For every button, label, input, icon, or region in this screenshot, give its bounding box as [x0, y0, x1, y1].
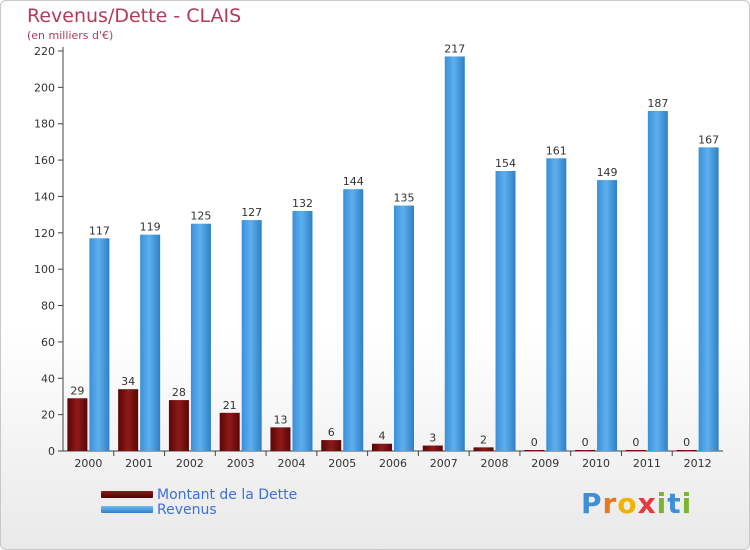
- revenus-bar-value-label: 154: [495, 157, 516, 170]
- debt-bar-value-label: 34: [121, 375, 135, 388]
- revenus-bar: [140, 234, 161, 451]
- revenus-bar-value-label: 167: [698, 133, 719, 146]
- legend-swatch-revenus: [101, 506, 153, 513]
- x-tick-label: 2004: [277, 457, 305, 470]
- debt-bar-value-label: 28: [172, 386, 186, 399]
- x-tick-label: 2011: [633, 457, 661, 470]
- x-tick-label: 2009: [531, 457, 559, 470]
- revenus-bar: [190, 223, 211, 451]
- bars: [67, 56, 719, 452]
- debt-bar: [625, 450, 646, 451]
- debt-bar: [372, 443, 392, 451]
- x-tick-label: 2003: [227, 457, 255, 470]
- debt-bar-value-label: 29: [70, 384, 84, 397]
- revenus-bar-value-label: 117: [89, 224, 110, 237]
- debt-bar-value-label: 4: [379, 430, 386, 443]
- x-tick-label: 2010: [582, 457, 610, 470]
- logo-letter: o: [617, 487, 638, 520]
- x-tick-label: 2000: [74, 457, 102, 470]
- logo-letter: P: [581, 487, 603, 520]
- x-tick-label: 2012: [684, 457, 712, 470]
- y-tick-label: 160: [34, 154, 55, 167]
- debt-bar: [168, 400, 189, 451]
- debt-bar-value-label: 0: [683, 436, 690, 449]
- revenus-bar-value-label: 135: [394, 192, 415, 205]
- logo-letter: t: [667, 487, 682, 520]
- revenus-bar: [495, 171, 516, 451]
- proxiti-logo: Proxiti: [581, 487, 692, 520]
- revenus-bar: [546, 158, 567, 452]
- revenus-bar-value-label: 149: [597, 166, 618, 179]
- chart-title: Revenus/Dette - CLAIS: [27, 5, 242, 27]
- logo-letter: r: [602, 487, 618, 520]
- revenus-bar-value-label: 161: [546, 144, 567, 157]
- revenus-bar: [292, 211, 313, 451]
- chart-subtitle: (en milliers d'€): [27, 29, 114, 42]
- value-labels: 29 34 28 21 13 6 4 3 2 0 0 0 0 117 119 125 127 132 144 135 2…: [70, 42, 719, 449]
- x-tick-label: 2005: [328, 457, 356, 470]
- revenus-bar: [89, 238, 110, 451]
- revenus-bar: [597, 180, 618, 451]
- revenus-bar: [647, 111, 668, 451]
- logo-letter: x: [637, 487, 657, 520]
- legend-swatch-debt: [101, 491, 153, 498]
- logo-letter: i: [681, 487, 693, 520]
- y-tick-label: 120: [34, 227, 55, 240]
- revenus-bar: [698, 147, 719, 451]
- revenus-bar-value-label: 187: [647, 97, 668, 110]
- revenus-bar-value-label: 125: [190, 210, 211, 223]
- y-tick-label: 140: [34, 190, 55, 203]
- y-tick-label: 220: [34, 45, 55, 58]
- y-tick-label: 100: [34, 263, 55, 276]
- debt-bar: [219, 412, 240, 451]
- debt-bar: [473, 447, 494, 451]
- legend: Montant de la Dette Revenus: [101, 486, 298, 518]
- revenus-bar: [241, 220, 262, 451]
- logo-letter: i: [656, 487, 668, 520]
- debt-bar-value-label: 2: [480, 433, 487, 446]
- debt-bar-value-label: 3: [429, 432, 436, 445]
- y-tick-label: 180: [34, 118, 55, 131]
- debt-bar: [270, 427, 291, 451]
- revenus-bar-value-label: 217: [444, 42, 465, 55]
- debt-bar: [422, 445, 443, 451]
- revenus-bar: [444, 56, 465, 452]
- legend-item-debt: Montant de la Dette: [101, 486, 298, 503]
- debt-bar-value-label: 0: [582, 436, 589, 449]
- x-tick-label: 2007: [430, 457, 458, 470]
- debt-bar-value-label: 0: [531, 436, 538, 449]
- legend-label-debt: Montant de la Dette: [157, 486, 298, 503]
- debt-bar-value-label: 0: [632, 436, 639, 449]
- revenus-bar-value-label: 127: [241, 206, 262, 219]
- debt-bar: [67, 398, 88, 451]
- y-tick-label: 20: [41, 409, 55, 422]
- y-tick-label: 0: [48, 445, 55, 458]
- y-tick-label: 40: [41, 372, 55, 385]
- y-tick-label: 200: [34, 81, 55, 94]
- x-tick-label: 2006: [379, 457, 407, 470]
- revenus-bar-value-label: 144: [343, 175, 364, 188]
- x-tick-label: 2001: [125, 457, 153, 470]
- legend-label-revenus: Revenus: [157, 501, 217, 518]
- debt-bar: [524, 450, 545, 451]
- revenus-bar-value-label: 119: [140, 221, 161, 234]
- revenus-bar: [394, 205, 414, 451]
- debt-bar: [321, 440, 342, 451]
- debt-bar: [676, 450, 697, 451]
- revenus-bar-value-label: 132: [292, 197, 313, 210]
- debt-bar-value-label: 13: [273, 413, 287, 426]
- y-tick-label: 60: [41, 336, 55, 349]
- debt-bar: [575, 450, 596, 451]
- debt-bar: [118, 389, 139, 451]
- x-tick-label: 2002: [176, 457, 204, 470]
- revenus-bar: [343, 189, 364, 451]
- debt-bar-value-label: 21: [223, 399, 237, 412]
- y-tick-label: 80: [41, 300, 55, 313]
- legend-item-revenus: Revenus: [101, 501, 297, 518]
- debt-bar-value-label: 6: [328, 426, 335, 439]
- x-tick-label: 2008: [481, 457, 509, 470]
